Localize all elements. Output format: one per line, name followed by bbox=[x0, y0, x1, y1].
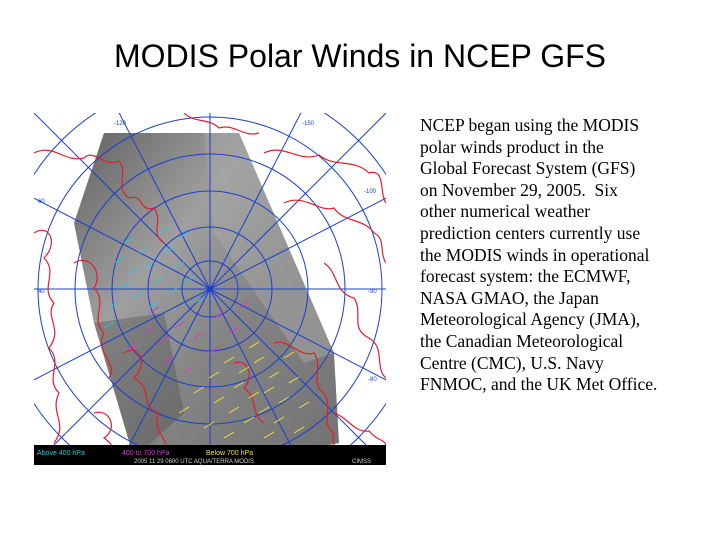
body-line: NASA GMAO, the Japan bbox=[420, 287, 599, 308]
wind-barbs-high bbox=[103, 226, 205, 329]
meridian-lines bbox=[34, 113, 386, 457]
body-line: NCEP began using the MODIS bbox=[420, 115, 640, 135]
wind-barbs-mid bbox=[128, 301, 250, 374]
svg-text:40: 40 bbox=[38, 289, 45, 295]
legend-below-700: Below 700 hPa bbox=[206, 450, 253, 457]
polar-winds-image: -120 -150 -100 -90 -80 60 40 Above 400 h… bbox=[34, 113, 386, 465]
body-line: the MODIS winds in operational bbox=[420, 244, 650, 265]
body-line: other numerical weather bbox=[420, 201, 591, 222]
svg-text:-90: -90 bbox=[368, 289, 377, 295]
svg-text:-100: -100 bbox=[364, 189, 377, 195]
legend-above-400: Above 400 hPa bbox=[37, 450, 85, 457]
slide-title: MODIS Polar Winds in NCEP GFS bbox=[114, 38, 606, 74]
body-line: Meteorological Agency (JMA), bbox=[420, 309, 641, 330]
legend-band bbox=[34, 445, 386, 465]
body-line: on November 29, 2005. Six bbox=[420, 179, 618, 200]
body-line: Global Forecast System (GFS) bbox=[420, 158, 636, 179]
image-footer: 2005 11 29 0600 UTC AQUA/TERRA MODIS bbox=[134, 459, 254, 465]
svg-text:-80: -80 bbox=[368, 377, 377, 383]
body-line: FNMOC, and the UK Met Office. bbox=[420, 374, 658, 395]
body-paragraph: NCEP began using the MODIS polar winds p… bbox=[420, 115, 705, 396]
coastlines bbox=[34, 113, 386, 457]
body-line: polar winds product in the bbox=[420, 136, 604, 157]
legend-400-700: 400 to 700 hPa bbox=[122, 450, 170, 457]
svg-text:-120: -120 bbox=[114, 121, 127, 127]
body-line: prediction centers currently use bbox=[420, 222, 641, 243]
product-tag: CIMSS bbox=[352, 459, 371, 465]
body-line: Centre (CMC), U.S. Navy bbox=[420, 352, 604, 373]
polar-stereographic-map: -120 -150 -100 -90 -80 60 40 Above 400 h… bbox=[34, 113, 386, 465]
body-line: forecast system: the ECMWF, bbox=[420, 266, 631, 287]
svg-text:60: 60 bbox=[38, 199, 45, 205]
wind-barbs-low bbox=[178, 341, 310, 439]
svg-text:-150: -150 bbox=[302, 121, 315, 127]
body-line: the Canadian Meteorological bbox=[420, 330, 624, 351]
grid-labels: -120 -150 -100 -90 -80 60 40 bbox=[38, 121, 377, 383]
